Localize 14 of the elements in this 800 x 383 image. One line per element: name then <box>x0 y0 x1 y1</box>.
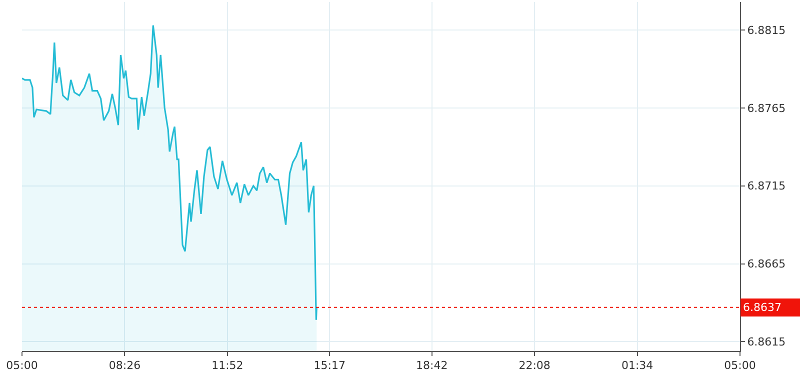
y-tick-label: 6.8615 <box>747 336 786 348</box>
y-tick-label: 6.8715 <box>747 180 786 193</box>
y-tick-label: 6.8665 <box>747 258 786 271</box>
x-tick-label: 22:08 <box>518 359 550 372</box>
x-tick-label: 08:26 <box>108 359 141 372</box>
y-tick-label: 6.8815 <box>747 24 786 37</box>
x-tick-label: 05:00 <box>724 359 756 372</box>
x-tick-label: 15:17 <box>314 359 346 372</box>
ref-line-label: 6.8637 <box>743 301 782 314</box>
y-tick-label: 6.8765 <box>747 102 786 115</box>
x-tick-label: 05:00 <box>6 359 38 372</box>
x-tick-label: 11:52 <box>212 359 244 372</box>
x-tick-label: 18:42 <box>416 359 448 372</box>
x-tick-label: 01:34 <box>621 359 654 372</box>
